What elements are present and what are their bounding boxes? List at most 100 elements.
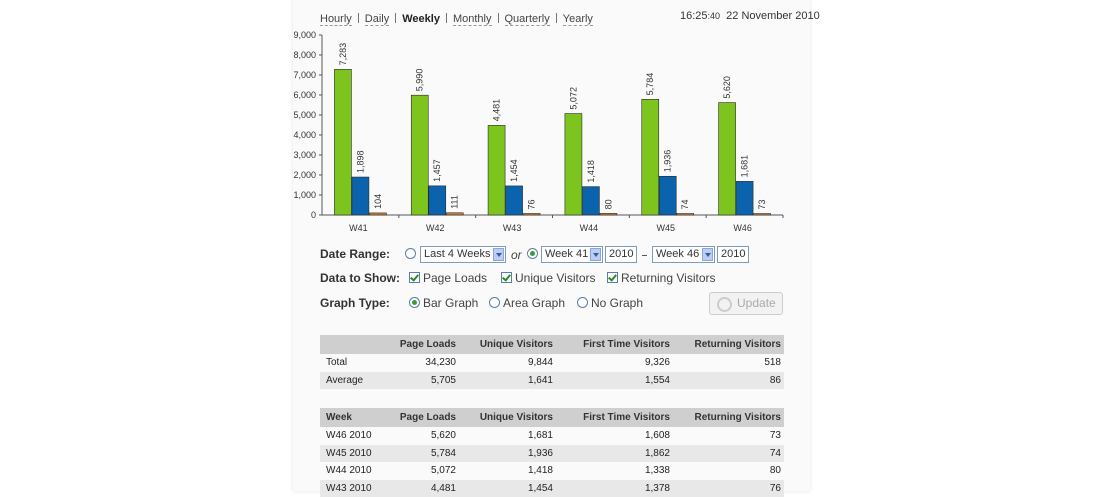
to-year-input[interactable]: 2010 bbox=[717, 246, 749, 263]
x-tick-label: W42 bbox=[426, 223, 445, 233]
preset-select[interactable]: Last 4 Weeks bbox=[420, 246, 506, 263]
table-cell: 1,641 bbox=[459, 372, 556, 390]
header-cell: First Time Visitors bbox=[556, 335, 673, 354]
bar bbox=[754, 214, 771, 215]
value-label: 5,990 bbox=[415, 69, 425, 92]
value-label: 74 bbox=[680, 200, 690, 210]
date-range-label: Date Range: bbox=[320, 247, 390, 261]
bar bbox=[582, 187, 599, 215]
table-row: W44 20105,0721,4181,33880 bbox=[320, 462, 784, 480]
bar-graph-option: Bar Graph bbox=[423, 296, 478, 310]
weekly-table: WeekPage LoadsUnique VisitorsFirst Time … bbox=[320, 408, 784, 497]
graph-type-label: Graph Type: bbox=[320, 296, 390, 310]
from-year-input[interactable]: 2010 bbox=[605, 246, 637, 263]
table-cell: 1,378 bbox=[556, 480, 673, 497]
table-cell: 1,338 bbox=[556, 462, 673, 480]
table-cell: 5,620 bbox=[380, 427, 459, 445]
table-cell: 9,326 bbox=[556, 354, 673, 372]
table-cell: W43 2010 bbox=[320, 480, 380, 497]
y-tick-label: 6,000 bbox=[293, 90, 316, 100]
checkbox-unique-visitors[interactable] bbox=[501, 272, 512, 283]
table-cell: 5,072 bbox=[380, 462, 459, 480]
summary-table: Page LoadsUnique VisitorsFirst Time Visi… bbox=[320, 335, 784, 389]
x-tick-label: W43 bbox=[503, 223, 522, 233]
x-tick-label: W44 bbox=[580, 223, 599, 233]
table-row: W46 20105,6201,6811,60873 bbox=[320, 427, 784, 445]
header-row: WeekPage LoadsUnique VisitorsFirst Time … bbox=[320, 408, 784, 427]
value-label: 7,283 bbox=[338, 43, 348, 66]
y-tick-label: 4,000 bbox=[293, 130, 316, 140]
radio-custom[interactable] bbox=[527, 248, 538, 259]
table-cell: Average bbox=[320, 372, 380, 390]
bar bbox=[600, 213, 617, 215]
header-cell bbox=[320, 335, 380, 354]
value-label: 1,457 bbox=[432, 159, 442, 182]
y-tick-label: 5,000 bbox=[293, 110, 316, 120]
radio-preset[interactable] bbox=[405, 248, 416, 259]
bar bbox=[411, 95, 428, 215]
radio-area-graph[interactable] bbox=[489, 297, 500, 308]
header-cell: First Time Visitors bbox=[556, 408, 673, 427]
bar bbox=[369, 213, 386, 215]
bar bbox=[429, 186, 446, 215]
table-cell: 9,844 bbox=[459, 354, 556, 372]
bar bbox=[506, 186, 523, 215]
value-label: 111 bbox=[450, 195, 460, 209]
header-cell: Returning Visitors bbox=[673, 335, 784, 354]
table-cell: 1,862 bbox=[556, 445, 673, 463]
radio-no-graph[interactable] bbox=[577, 297, 588, 308]
bar bbox=[334, 69, 351, 215]
table-cell: 1,936 bbox=[459, 445, 556, 463]
page-loads-option: Page Loads bbox=[423, 271, 487, 285]
bar bbox=[446, 213, 463, 215]
area-graph-option: Area Graph bbox=[503, 296, 565, 310]
to-week: Week 46 bbox=[656, 248, 699, 260]
table-cell: 86 bbox=[673, 372, 784, 390]
table-cell: W46 2010 bbox=[320, 427, 380, 445]
y-tick-label: 9,000 bbox=[293, 30, 316, 40]
x-tick-label: W41 bbox=[349, 223, 368, 233]
value-label: 5,620 bbox=[722, 76, 732, 99]
header-cell: Unique Visitors bbox=[459, 408, 556, 427]
header-cell: Page Loads bbox=[380, 408, 459, 427]
checkbox-returning-visitors[interactable] bbox=[607, 272, 618, 283]
table-cell: 5,705 bbox=[380, 372, 459, 390]
from-week: Week 41 bbox=[545, 248, 588, 260]
value-label: 1,681 bbox=[740, 155, 750, 178]
y-tick-label: 7,000 bbox=[293, 70, 316, 80]
returning-visitors-option: Returning Visitors bbox=[621, 271, 716, 285]
bar bbox=[677, 214, 694, 215]
value-label: 73 bbox=[757, 200, 767, 210]
value-label: 1,898 bbox=[355, 151, 365, 174]
table-cell: W44 2010 bbox=[320, 462, 380, 480]
to-week-select[interactable]: Week 46 bbox=[652, 246, 715, 263]
table-cell: 1,554 bbox=[556, 372, 673, 390]
y-tick-label: 1,000 bbox=[293, 190, 316, 200]
value-label: 4,481 bbox=[492, 99, 502, 122]
table-cell: 1,681 bbox=[459, 427, 556, 445]
header-cell: Unique Visitors bbox=[459, 335, 556, 354]
data-to-show-label: Data to Show: bbox=[320, 271, 400, 285]
table-row: W45 20105,7841,9361,86274 bbox=[320, 445, 784, 463]
table-row: Total34,2309,8449,326518 bbox=[320, 354, 784, 372]
table-cell: 1,608 bbox=[556, 427, 673, 445]
no-graph-option: No Graph bbox=[591, 296, 643, 310]
y-tick-label: 0 bbox=[311, 210, 316, 220]
radio-bar-graph[interactable] bbox=[409, 297, 420, 308]
value-label: 5,072 bbox=[568, 87, 578, 110]
update-button[interactable]: Update bbox=[709, 292, 783, 315]
unique-visitors-option: Unique Visitors bbox=[515, 271, 595, 285]
bar bbox=[565, 114, 582, 215]
table-cell: 4,481 bbox=[380, 480, 459, 497]
range-dash bbox=[642, 255, 647, 256]
header-cell: Returning Visitors bbox=[673, 408, 784, 427]
from-week-select[interactable]: Week 41 bbox=[541, 246, 603, 263]
table-cell: 74 bbox=[673, 445, 784, 463]
checkbox-page-loads[interactable] bbox=[409, 272, 420, 283]
bar bbox=[719, 103, 736, 215]
to-year: 2010 bbox=[721, 248, 745, 260]
x-tick-label: W45 bbox=[656, 223, 675, 233]
value-label: 5,784 bbox=[645, 73, 655, 96]
x-tick-label: W46 bbox=[733, 223, 752, 233]
